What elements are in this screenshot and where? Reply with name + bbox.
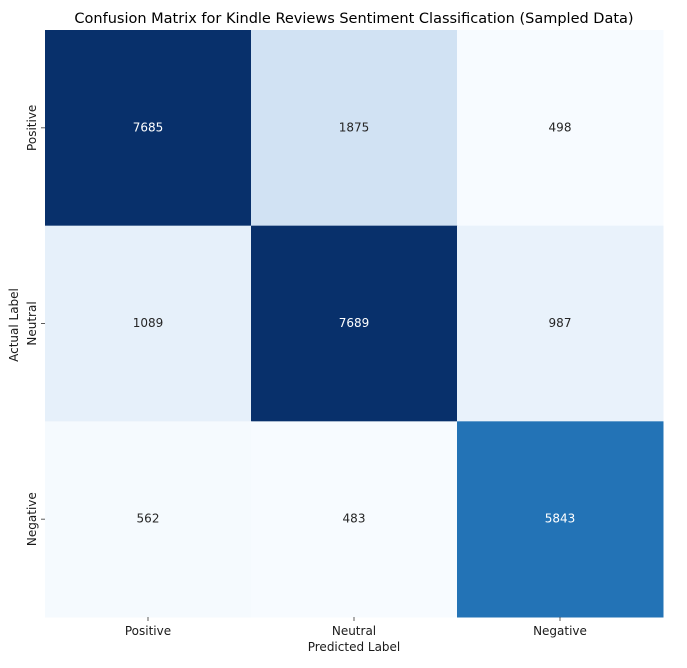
cell-value-label: 5843 [545,512,576,526]
y-tick-label: Neutral [25,301,39,345]
cell-value-label: 498 [549,120,572,134]
x-tick-label: Neutral [332,624,376,638]
cell-negative-positive [45,421,252,618]
y-tick-label: Positive [25,105,39,151]
cell-negative-negative [457,421,664,618]
cell-neutral-neutral [251,225,458,422]
x-axis-ticks: Positive Neutral Negative [125,617,587,638]
cell-value-label: 987 [549,316,572,330]
cell-value-label: 562 [137,512,160,526]
cell-value-label: 483 [343,512,366,526]
x-tick-label: Positive [125,624,171,638]
cell-positive-negative [457,30,664,227]
cell-value-label: 1089 [133,316,164,330]
cell-value-label: 7685 [133,120,164,134]
cell-neutral-positive [45,225,252,422]
heatmap-cells: 7685 1875 498 1089 7689 987 562 483 5843 [45,30,664,618]
cell-neutral-negative [457,225,664,422]
x-tick-label: Negative [533,624,587,638]
cell-value-label: 7689 [339,316,370,330]
y-axis-ticks: Positive Neutral Negative [25,105,45,546]
cell-positive-neutral [251,30,458,227]
cell-negative-neutral [251,421,458,618]
cell-value-label: 1875 [339,120,370,134]
y-tick-label: Negative [25,492,39,546]
y-axis-label: Actual Label [7,288,21,362]
x-axis-label: Predicted Label [308,640,401,654]
chart-title: Confusion Matrix for Kindle Reviews Sent… [74,11,633,27]
cell-positive-positive [45,30,252,227]
